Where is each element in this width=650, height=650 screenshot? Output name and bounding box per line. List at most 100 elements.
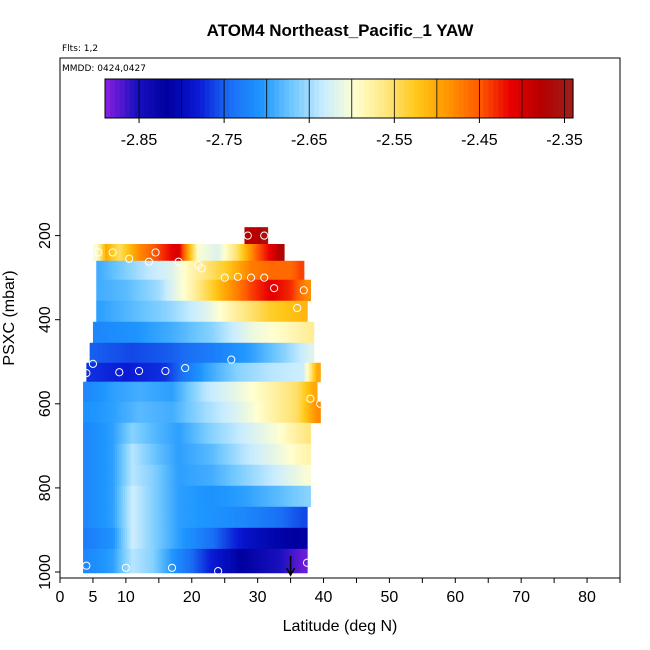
heatmap-cell [256, 401, 260, 424]
heatmap-cell [219, 506, 222, 529]
heatmap-cell [216, 485, 220, 508]
heatmap-cell [236, 485, 240, 508]
heatmap-cell [125, 527, 128, 550]
heatmap-cell [222, 362, 225, 383]
heatmap-cell [184, 422, 188, 445]
heatmap-cell [142, 401, 146, 424]
heatmap-cell [223, 321, 226, 344]
heatmap-cell [260, 279, 263, 302]
heatmap-cell [147, 342, 151, 364]
heatmap-cell [268, 279, 271, 302]
colorbar-segment [498, 79, 504, 118]
heatmap-cell [212, 244, 215, 262]
heatmap-cell [180, 422, 184, 445]
heatmap-cell [181, 342, 185, 364]
heatmap-cell [278, 244, 281, 262]
heatmap-cell [167, 548, 170, 574]
heatmap-cell [302, 362, 305, 383]
heatmap-cell [247, 506, 250, 529]
heatmap-cell [269, 506, 272, 529]
colorbar-segment [219, 79, 226, 118]
heatmap-cell [104, 401, 108, 424]
heatmap-cell [224, 485, 228, 508]
colorbar-segment [533, 79, 539, 118]
heatmap-cell [208, 244, 211, 262]
heatmap-cell [221, 321, 224, 344]
heatmap-cell [262, 485, 266, 508]
heatmap-cell [285, 321, 289, 344]
heatmap-cell [236, 244, 239, 262]
heatmap-cell [266, 443, 270, 466]
colorbar-segment [368, 79, 375, 118]
heatmap-cell [135, 548, 138, 574]
heatmap-cell [113, 321, 116, 344]
heatmap-cell [209, 342, 213, 364]
heatmap-cell [191, 321, 194, 344]
heatmap-cell [118, 244, 122, 262]
heatmap-cell [108, 300, 111, 323]
heatmap-cell [85, 381, 88, 403]
heatmap-cell [280, 485, 284, 508]
heatmap-cell [127, 506, 130, 529]
heatmap-cell [179, 506, 182, 529]
heatmap-cell [243, 342, 247, 364]
heatmap-cell [160, 300, 164, 323]
colorbar-segment [129, 79, 136, 118]
heatmap-cell [195, 527, 198, 550]
heatmap-cell [192, 443, 196, 466]
heatmap-cell [230, 300, 234, 323]
heatmap-cell [286, 401, 289, 424]
heatmap-cell [262, 279, 265, 302]
heatmap-cell [196, 485, 200, 508]
heatmap-cell [134, 279, 137, 302]
heatmap-row [92, 321, 315, 344]
heatmap-cell [292, 381, 296, 403]
heatmap-cell [128, 464, 132, 487]
colorbar-segment [443, 79, 450, 118]
colorbar-segment [398, 79, 405, 118]
heatmap-cell [288, 443, 292, 466]
heatmap-cell [177, 527, 180, 550]
heatmap-cell [247, 527, 250, 550]
heatmap-cell [102, 260, 105, 281]
heatmap-cell [246, 401, 250, 424]
heatmap-cell [123, 342, 127, 364]
observation-point [94, 248, 103, 257]
heatmap-cell [138, 443, 142, 466]
heatmap-cell [281, 506, 284, 529]
heatmap-cell [314, 381, 318, 403]
heatmap-cell [156, 362, 159, 383]
colorbar-segment [229, 79, 236, 118]
heatmap-cell [202, 244, 205, 262]
heatmap-cell [216, 279, 219, 302]
heatmap-cell [169, 506, 172, 529]
heatmap-cell [143, 506, 146, 529]
heatmap-cell [213, 527, 216, 550]
heatmap-cell [247, 260, 251, 281]
heatmap-cell [214, 244, 217, 262]
heatmap-cell [170, 244, 174, 262]
heatmap-cell [276, 381, 280, 403]
heatmap-cell [249, 260, 253, 281]
heatmap-cell [176, 300, 180, 323]
heatmap-cell [259, 342, 263, 364]
heatmap-cell [166, 401, 170, 424]
heatmap-cell [221, 506, 224, 529]
heatmap-cell [250, 381, 254, 403]
heatmap-cell [248, 227, 251, 245]
heatmap-cell [200, 464, 204, 487]
heatmap-cell [284, 300, 288, 323]
colorbar-segment [199, 79, 206, 118]
heatmap-cell [93, 548, 96, 574]
heatmap-cell [162, 362, 165, 383]
heatmap-cell [189, 342, 193, 364]
heatmap-cell [306, 381, 310, 403]
heatmap-cell [105, 527, 108, 550]
heatmap-cell [212, 300, 216, 323]
heatmap-cell [228, 244, 231, 262]
heatmap-cell [159, 321, 162, 344]
heatmap-cell [262, 244, 265, 262]
heatmap-row [92, 244, 285, 262]
heatmap-cell [214, 401, 218, 424]
heatmap-cell [239, 527, 242, 550]
